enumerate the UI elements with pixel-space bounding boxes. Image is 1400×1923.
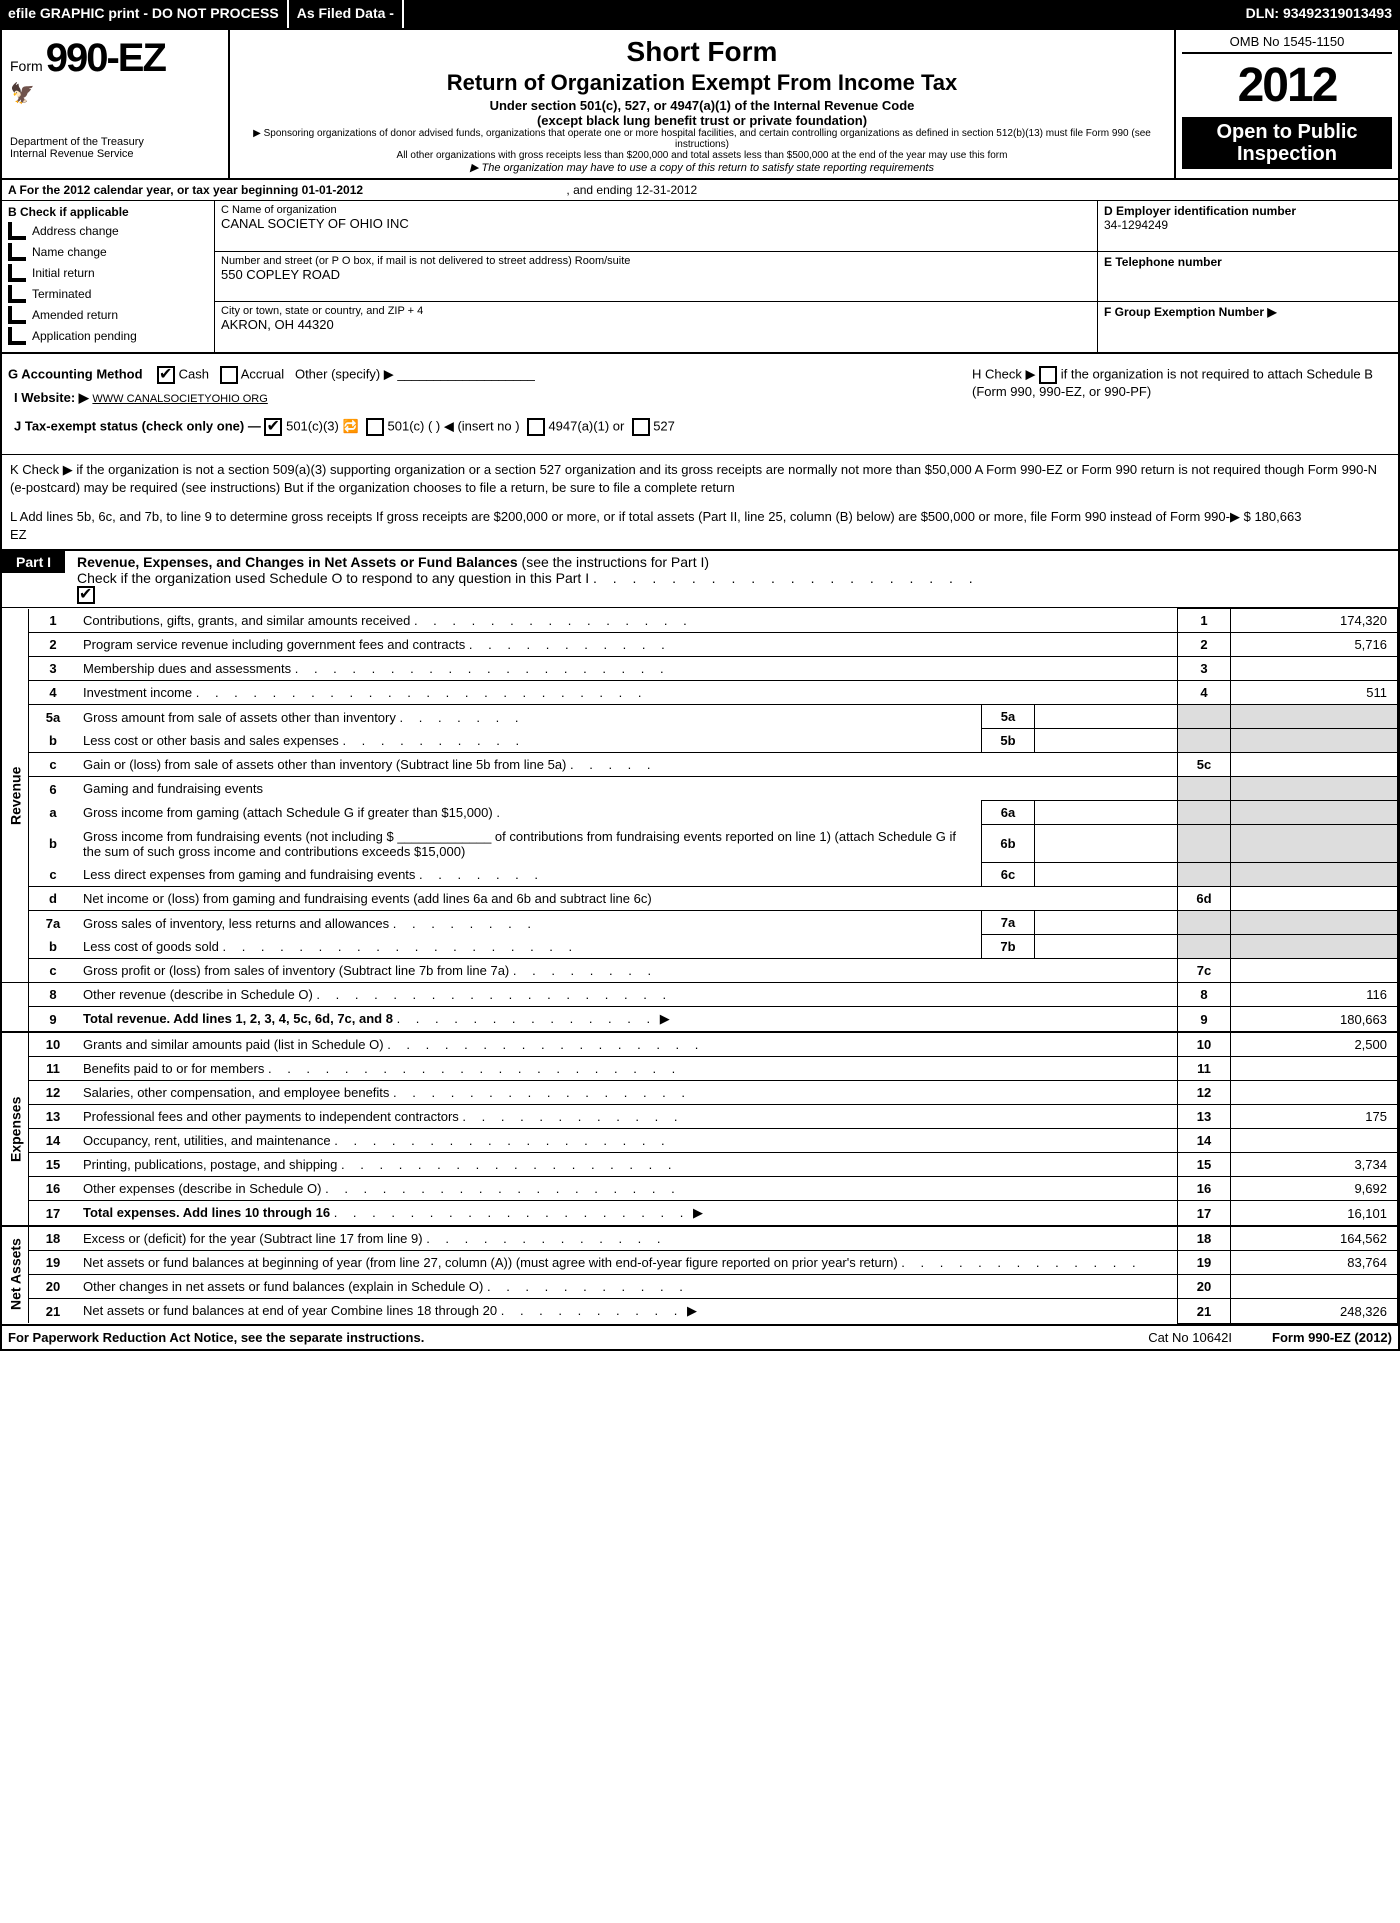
line-19-value: 83,764 bbox=[1231, 1251, 1398, 1275]
city-value: AKRON, OH 44320 bbox=[221, 317, 1091, 332]
checkbox-schedule-o[interactable] bbox=[77, 586, 95, 604]
dept-irs: Internal Revenue Service bbox=[10, 148, 220, 160]
topbar-left: efile GRAPHIC print - DO NOT PROCESS bbox=[0, 0, 287, 28]
checkbox-pending[interactable] bbox=[8, 327, 26, 345]
header-note-2: All other organizations with gross recei… bbox=[236, 150, 1168, 161]
line-6b-value bbox=[1035, 825, 1178, 863]
line-17-value: 16,101 bbox=[1231, 1201, 1398, 1227]
city-label: City or town, state or country, and ZIP … bbox=[221, 305, 1091, 317]
checkbox-name-change[interactable] bbox=[8, 243, 26, 261]
omb-number: OMB No 1545-1150 bbox=[1182, 34, 1392, 54]
line-7a-value bbox=[1035, 911, 1178, 935]
website-url[interactable]: WWW CANALSOCIETYOHIO ORG bbox=[92, 393, 267, 405]
tax-year: 2012 bbox=[1182, 58, 1392, 113]
street-label: Number and street (or P O box, if mail i… bbox=[221, 255, 1091, 267]
line-2-value: 5,716 bbox=[1231, 633, 1398, 657]
topbar-mid: As Filed Data - bbox=[287, 0, 404, 28]
checkbox-accrual[interactable] bbox=[220, 366, 238, 384]
line-16-value: 9,692 bbox=[1231, 1177, 1398, 1201]
part-1-tab: Part I bbox=[2, 551, 65, 573]
line-5c-value bbox=[1231, 753, 1398, 777]
footer-formref: Form 990-EZ (2012) bbox=[1272, 1330, 1392, 1345]
line-21-value: 248,326 bbox=[1231, 1299, 1398, 1324]
section-b-checkboxes: B Check if applicable Address change Nam… bbox=[2, 201, 215, 352]
top-bar: efile GRAPHIC print - DO NOT PROCESS As … bbox=[0, 0, 1400, 28]
phone-label: E Telephone number bbox=[1104, 255, 1222, 269]
checkbox-schedule-b[interactable] bbox=[1039, 366, 1057, 384]
sidebar-expenses: Expenses bbox=[2, 1032, 29, 1226]
line-20-value bbox=[1231, 1275, 1398, 1299]
line-6c-value bbox=[1035, 863, 1178, 887]
checkbox-initial-return[interactable] bbox=[8, 264, 26, 282]
subtitle-1: Under section 501(c), 527, or 4947(a)(1)… bbox=[236, 98, 1168, 113]
checkbox-terminated[interactable] bbox=[8, 285, 26, 303]
line-11-value bbox=[1231, 1057, 1398, 1081]
row-l: L Add lines 5b, 6c, and 7b, to line 9 to… bbox=[2, 502, 1398, 549]
checkbox-address-change[interactable] bbox=[8, 222, 26, 240]
header-note-3: ▶ The organization may have to use a cop… bbox=[236, 161, 1168, 174]
checkbox-cash[interactable] bbox=[157, 366, 175, 384]
open-to-public: Open to Public Inspection bbox=[1182, 117, 1392, 169]
ein-label: D Employer identification number bbox=[1104, 204, 1296, 218]
page-footer: For Paperwork Reduction Act Notice, see … bbox=[2, 1324, 1398, 1349]
line-18-value: 164,562 bbox=[1231, 1226, 1398, 1251]
checkbox-527[interactable] bbox=[632, 418, 650, 436]
line-5b-value bbox=[1035, 729, 1178, 753]
line-1-value: 174,320 bbox=[1231, 609, 1398, 633]
checkbox-amended[interactable] bbox=[8, 306, 26, 324]
line-7c-value bbox=[1231, 959, 1398, 983]
row-a-tax-year: A For the 2012 calendar year, or tax yea… bbox=[2, 180, 1398, 201]
row-i-website: I Website: ▶ WWW CANALSOCIETYOHIO ORG bbox=[8, 384, 972, 412]
footer-catno: Cat No 10642I bbox=[1108, 1330, 1272, 1345]
line-6a-value bbox=[1035, 801, 1178, 825]
line-15-value: 3,734 bbox=[1231, 1153, 1398, 1177]
header-note-1: ▶ Sponsoring organizations of donor advi… bbox=[236, 128, 1168, 150]
street-value: 550 COPLEY ROAD bbox=[221, 267, 1091, 282]
checkbox-4947[interactable] bbox=[527, 418, 545, 436]
part-1-header: Part I Revenue, Expenses, and Changes in… bbox=[2, 549, 1398, 608]
line-9-value: 180,663 bbox=[1231, 1007, 1398, 1033]
form-number: 990-EZ bbox=[46, 36, 165, 80]
checkbox-501c[interactable] bbox=[366, 418, 384, 436]
footer-notice: For Paperwork Reduction Act Notice, see … bbox=[8, 1330, 1108, 1345]
group-exemption-label: F Group Exemption Number ▶ bbox=[1104, 305, 1277, 319]
line-8-value: 116 bbox=[1231, 983, 1398, 1007]
line-12-value bbox=[1231, 1081, 1398, 1105]
lines-table: Revenue 1 Contributions, gifts, grants, … bbox=[2, 608, 1398, 1324]
row-l-amount: ▶ $ 180,663 bbox=[1230, 508, 1390, 543]
row-k: K Check ▶ if the organization is not a s… bbox=[2, 454, 1398, 502]
line-14-value bbox=[1231, 1129, 1398, 1153]
line-3-value bbox=[1231, 657, 1398, 681]
checkbox-501c3[interactable] bbox=[264, 418, 282, 436]
form-prefix: Form bbox=[10, 58, 43, 74]
subtitle-2: (except black lung benefit trust or priv… bbox=[236, 113, 1168, 128]
line-4-value: 511 bbox=[1231, 681, 1398, 705]
org-name-label: C Name of organization bbox=[221, 204, 1091, 216]
row-g-accounting: G Accounting Method Cash Accrual Other (… bbox=[8, 366, 972, 384]
topbar-dln: DLN: 93492319013493 bbox=[1238, 0, 1400, 28]
ein-value: 34-1294249 bbox=[1104, 218, 1392, 232]
line-7b-value bbox=[1035, 935, 1178, 959]
dept-treasury: Department of the Treasury bbox=[10, 136, 220, 148]
line-10-value: 2,500 bbox=[1231, 1032, 1398, 1057]
sidebar-netassets: Net Assets bbox=[2, 1226, 29, 1323]
sidebar-revenue: Revenue bbox=[2, 609, 29, 983]
row-h-schedule-b: H Check ▶ if the organization is not req… bbox=[972, 366, 1392, 442]
form-header: Form 990-EZ 🦅 Department of the Treasury… bbox=[2, 30, 1398, 180]
return-title: Return of Organization Exempt From Incom… bbox=[236, 70, 1168, 96]
line-5a-value bbox=[1035, 705, 1178, 729]
org-name: CANAL SOCIETY OF OHIO INC bbox=[221, 216, 1091, 231]
line-13-value: 175 bbox=[1231, 1105, 1398, 1129]
row-j-tax-status: J Tax-exempt status (check only one) — 5… bbox=[8, 412, 972, 442]
irs-logo-icon: 🦅 bbox=[10, 81, 220, 106]
short-form-title: Short Form bbox=[236, 36, 1168, 68]
line-6d-value bbox=[1231, 887, 1398, 911]
